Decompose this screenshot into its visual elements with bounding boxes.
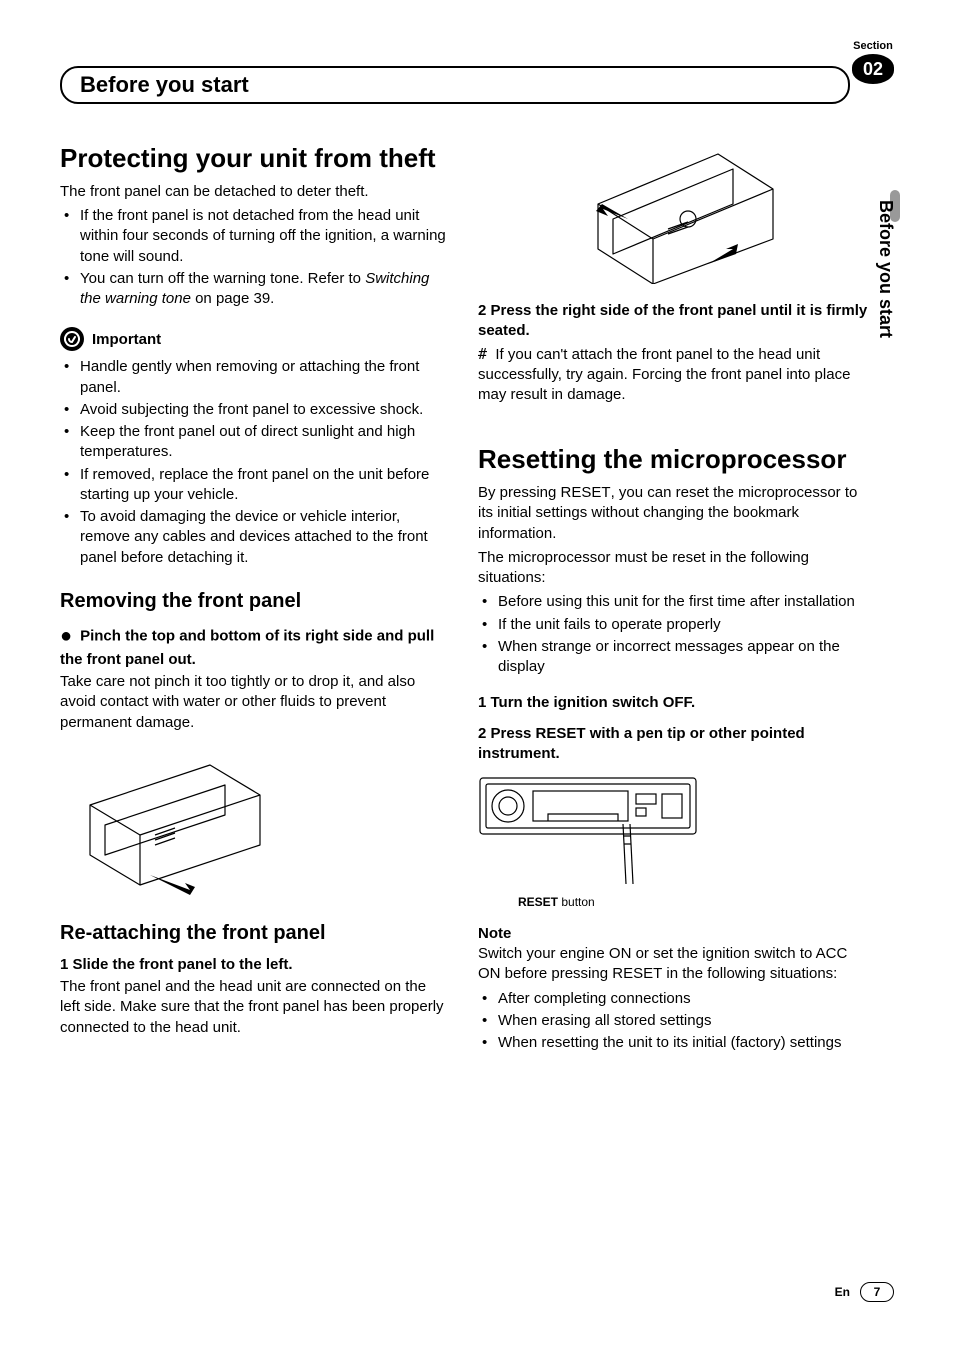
reset-intro2: The microprocessor must be reset in the … xyxy=(478,548,868,589)
reset-step2: 2 Press RESET with a pen tip or other po… xyxy=(478,724,868,765)
bullet-warning-tone: If the front panel is not detached from … xyxy=(60,206,450,267)
note-heading: Note xyxy=(478,925,868,942)
heading-removing: Removing the front panel xyxy=(60,590,450,613)
note-post: in the following situations: xyxy=(662,965,837,982)
tone-pre: You can turn off the warning tone. Refer… xyxy=(80,270,365,287)
right-column: 2 Press the right side of the front pane… xyxy=(478,144,868,1055)
reset-bullet-1: If the unit fails to operate properly xyxy=(478,615,868,635)
note-bullet-2: When resetting the unit to its initial (… xyxy=(478,1033,868,1053)
removing-body: Take care not pinch it too tightly or to… xyxy=(60,672,450,733)
reset-bullet-2: When strange or incorrect messages appea… xyxy=(478,637,868,678)
protecting-bullets: If the front panel is not detached from … xyxy=(60,206,450,309)
reset-step1: 1 Turn the ignition switch OFF. xyxy=(478,693,868,713)
important-icon xyxy=(60,327,84,351)
note-bullets: After completing connections When erasin… xyxy=(478,989,868,1054)
chapter-title-bar: Before you start xyxy=(60,66,850,104)
reset-cap-rest: button xyxy=(558,895,595,909)
removing-step-text: Pinch the top and bottom of its right si… xyxy=(60,627,434,668)
footer-lang: En xyxy=(835,1285,850,1299)
imp-bullet-4: To avoid damaging the device or vehicle … xyxy=(60,507,450,568)
important-label: Important xyxy=(92,331,161,348)
bullet-turn-off-tone: You can turn off the warning tone. Refer… xyxy=(60,269,450,310)
reattach-step2-text: If you can't attach the front panel to t… xyxy=(478,346,850,404)
reset-intro: By pressing RESET, you can reset the mic… xyxy=(478,483,868,544)
protecting-intro: The front panel can be detached to deter… xyxy=(60,182,450,202)
reset-cap-bold: RESET xyxy=(518,895,558,909)
note-body: Switch your engine ON or set the ignitio… xyxy=(478,944,868,985)
heading-protecting: Protecting your unit from theft xyxy=(60,144,450,174)
imp-bullet-3: If removed, replace the front panel on t… xyxy=(60,465,450,506)
tone-post: on page 39. xyxy=(191,290,274,307)
reset-caption: RESET button xyxy=(518,895,868,909)
page-footer: En 7 xyxy=(835,1282,894,1302)
reattach-step2-body: # If you can't attach the front panel to… xyxy=(478,344,868,406)
footer-page-number: 7 xyxy=(860,1282,894,1302)
imp-bullet-1: Avoid subjecting the front panel to exce… xyxy=(60,400,450,420)
section-word: Section xyxy=(852,40,894,52)
side-running-title: Before you start xyxy=(875,200,896,338)
reattach-illustration xyxy=(478,134,868,289)
important-bullets: Handle gently when removing or attaching… xyxy=(60,357,450,568)
reset-bullet-0: Before using this unit for the first tim… xyxy=(478,592,868,612)
note-bullet-1: When erasing all stored settings xyxy=(478,1011,868,1031)
lead-bullet-icon: ● xyxy=(60,625,72,647)
reset-bold: RESET xyxy=(561,484,611,501)
removing-illustration xyxy=(60,745,450,900)
heading-reattaching: Re-attaching the front panel xyxy=(60,922,450,945)
removing-step-head: ●Pinch the top and bottom of its right s… xyxy=(60,623,450,670)
section-label: Section 02 xyxy=(852,40,894,84)
note-bullet-0: After completing connections xyxy=(478,989,868,1009)
important-row: Important xyxy=(60,327,450,351)
left-column: Protecting your unit from theft The fron… xyxy=(60,144,450,1055)
reattach-step1-head: 1 Slide the front panel to the left. xyxy=(60,955,450,975)
reset-bullets: Before using this unit for the first tim… xyxy=(478,592,868,677)
reset-illustration: RESET button xyxy=(478,776,868,909)
imp-bullet-0: Handle gently when removing or attaching… xyxy=(60,357,450,398)
reset-intro-pre: By pressing xyxy=(478,484,561,501)
heading-resetting: Resetting the microprocessor xyxy=(478,445,868,475)
reattach-step2-head: 2 Press the right side of the front pane… xyxy=(478,301,868,342)
reattach-step1-body: The front panel and the head unit are co… xyxy=(60,977,450,1038)
section-number-badge: 02 xyxy=(852,54,894,84)
imp-bullet-2: Keep the front panel out of direct sunli… xyxy=(60,422,450,463)
note-reset-bold: RESET xyxy=(612,965,662,982)
